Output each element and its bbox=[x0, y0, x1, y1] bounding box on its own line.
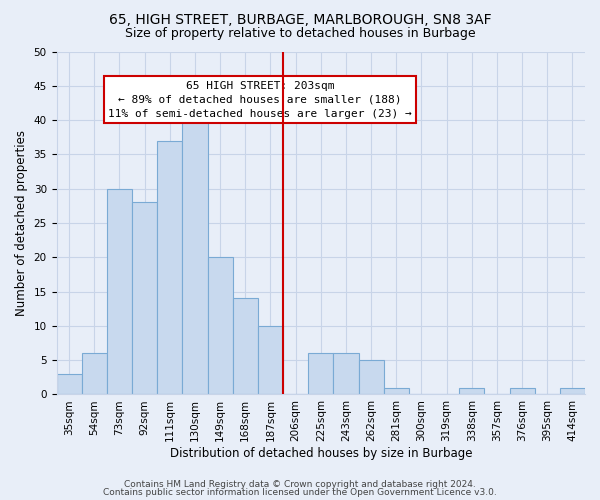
Bar bbox=[359, 360, 383, 394]
Y-axis label: Number of detached properties: Number of detached properties bbox=[15, 130, 28, 316]
Bar bbox=[56, 374, 82, 394]
X-axis label: Distribution of detached houses by size in Burbage: Distribution of detached houses by size … bbox=[170, 447, 472, 460]
Text: Size of property relative to detached houses in Burbage: Size of property relative to detached ho… bbox=[125, 28, 475, 40]
Bar bbox=[509, 388, 535, 394]
Text: Contains public sector information licensed under the Open Government Licence v3: Contains public sector information licen… bbox=[103, 488, 497, 497]
Bar bbox=[132, 202, 157, 394]
Bar bbox=[157, 140, 182, 394]
Bar bbox=[82, 354, 107, 395]
Bar bbox=[258, 326, 283, 394]
Text: 65 HIGH STREET: 203sqm
← 89% of detached houses are smaller (188)
11% of semi-de: 65 HIGH STREET: 203sqm ← 89% of detached… bbox=[108, 80, 412, 118]
Bar bbox=[107, 188, 132, 394]
Bar bbox=[459, 388, 484, 394]
Bar bbox=[182, 106, 208, 395]
Bar bbox=[308, 354, 334, 395]
Bar bbox=[560, 388, 585, 394]
Text: 65, HIGH STREET, BURBAGE, MARLBOROUGH, SN8 3AF: 65, HIGH STREET, BURBAGE, MARLBOROUGH, S… bbox=[109, 12, 491, 26]
Bar bbox=[383, 388, 409, 394]
Bar bbox=[208, 258, 233, 394]
Bar bbox=[334, 354, 359, 395]
Text: Contains HM Land Registry data © Crown copyright and database right 2024.: Contains HM Land Registry data © Crown c… bbox=[124, 480, 476, 489]
Bar bbox=[233, 298, 258, 394]
